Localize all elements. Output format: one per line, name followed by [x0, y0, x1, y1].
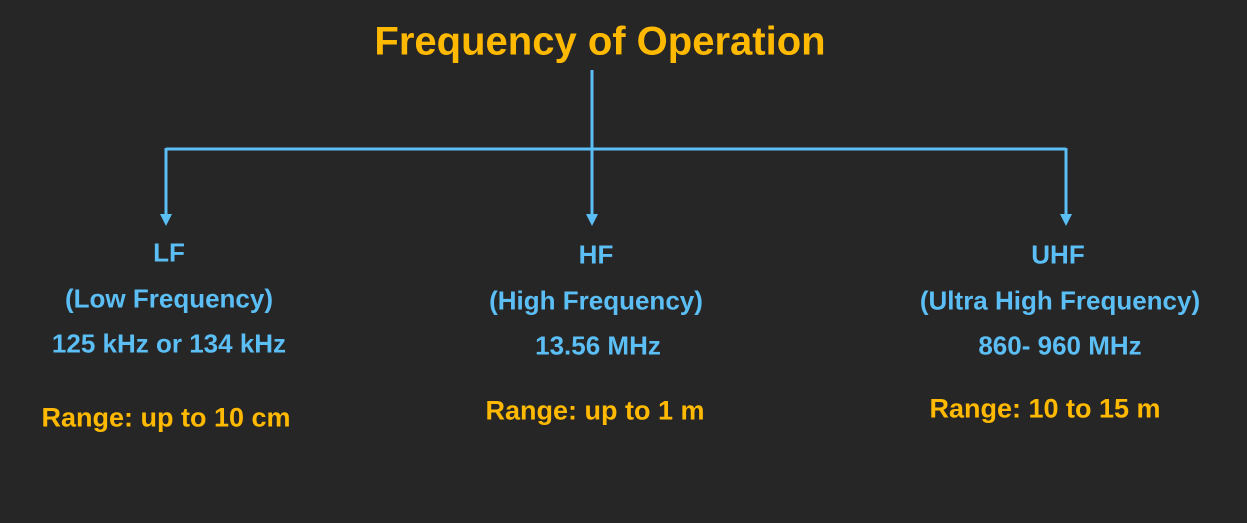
diagram-title: Frequency of Operation — [374, 19, 826, 64]
hf-name: (High Frequency) — [489, 285, 703, 316]
hf-band: HF — [578, 239, 614, 270]
hf-frequency: 13.56 MHz — [535, 330, 661, 361]
hf-range: Range: up to 1 m — [485, 395, 705, 426]
arrow-lf — [160, 214, 172, 226]
lf-band: LF — [153, 237, 185, 268]
lf-range: Range: up to 10 cm — [41, 402, 291, 433]
lf-name: (Low Frequency) — [64, 283, 274, 314]
arrow-uhf — [1060, 214, 1072, 226]
uhf-band: UHF — [1031, 239, 1085, 270]
uhf-name: (Ultra High Frequency) — [919, 285, 1201, 316]
uhf-frequency: 860- 960 MHz — [978, 330, 1142, 361]
lf-frequency: 125 kHz or 134 kHz — [51, 328, 287, 359]
uhf-range: Range: 10 to 15 m — [929, 393, 1161, 424]
arrow-hf — [586, 214, 598, 226]
